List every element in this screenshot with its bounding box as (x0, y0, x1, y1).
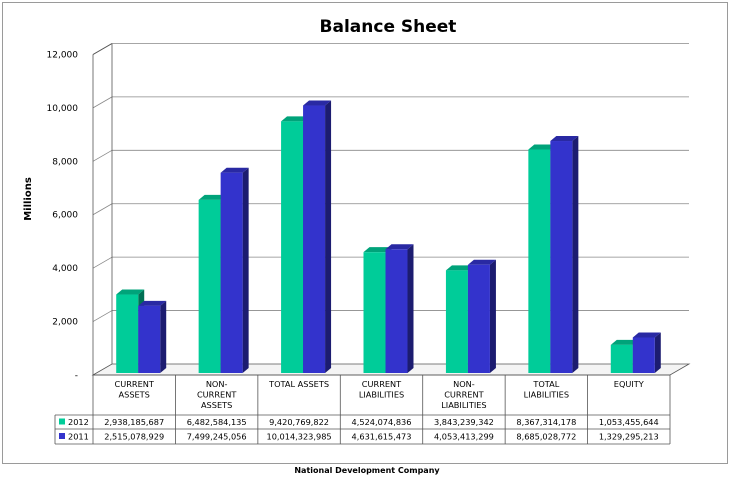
y-tick-label: 12,000 (47, 50, 79, 60)
bar-side-2011 (654, 332, 661, 373)
table-value-2012: 6,482,584,135 (187, 417, 247, 427)
bar-2012 (198, 199, 221, 373)
table-value-2012: 1,053,455,644 (599, 417, 659, 427)
y-tick-label: 6,000 (52, 211, 78, 221)
bar-2011 (220, 172, 243, 373)
legend-label-2012: 2012 (68, 417, 89, 427)
category-label-line: ASSETS (119, 390, 150, 400)
legend-key-2012 (59, 418, 65, 425)
bar-2011 (138, 305, 161, 373)
category-label-line: TOTAL ASSETS (268, 379, 329, 389)
bar-side-2011 (325, 100, 332, 374)
bar-2012 (281, 121, 304, 373)
bar-top-2012 (198, 194, 227, 200)
bar-top-2011 (303, 100, 332, 106)
gridline-side (92, 203, 113, 216)
table-value-2011: 1,329,295,213 (599, 432, 659, 442)
bar-2011 (303, 105, 326, 374)
bar-top-2011 (550, 136, 579, 142)
table-value-2012: 4,524,074,836 (352, 417, 412, 427)
bar-top-2012 (116, 289, 145, 295)
bar-top-2011 (385, 244, 414, 250)
table-value-2011: 8,685,028,772 (516, 432, 576, 442)
category-label: NON-CURRENT LIABILITIES (441, 379, 486, 410)
wall-top-edge (92, 43, 113, 55)
category-label: CURRENT ASSETS (115, 379, 155, 400)
y-axis-title: Millions (23, 177, 34, 221)
bar-side-2011 (572, 136, 579, 373)
category-label: TOTAL ASSETS (268, 379, 329, 389)
bar-top-2012 (363, 247, 392, 253)
bar-top-2012 (445, 265, 474, 271)
category-label-line: NON- (206, 379, 228, 389)
table-value-2011: 4,631,615,473 (352, 432, 412, 442)
legend-label-2011: 2011 (68, 432, 89, 442)
bar-top-2011 (467, 259, 496, 265)
table-value-2012: 8,367,314,178 (516, 417, 576, 427)
y-tick-label: 8,000 (52, 157, 78, 167)
bar-2011 (467, 264, 490, 373)
bar-side-2011 (242, 167, 249, 373)
category-label-line: LIABILITIES (524, 390, 569, 400)
gridline-side (92, 96, 113, 109)
legend-key-2011 (59, 433, 65, 439)
bar-side-2011 (489, 259, 496, 373)
y-tick-label: - (75, 371, 78, 381)
category-label: NON-CURRENT ASSETS (197, 379, 237, 410)
bar-2012 (363, 252, 386, 373)
category-label-line: CURRENT (197, 390, 237, 400)
bar-top-2011 (138, 300, 167, 306)
bar-side-2011 (407, 244, 414, 373)
bar-top-2012 (610, 339, 639, 345)
bar-2012 (528, 149, 551, 373)
category-label-line: LIABILITIES (441, 400, 486, 410)
bar-side-2011 (160, 300, 167, 373)
category-label-line: TOTAL (532, 379, 559, 389)
category-label-line: LIABILITIES (359, 390, 404, 400)
bar-2012 (116, 294, 139, 373)
balance-sheet-chart: Balance Sheet Millions - 2,000 4,000 6,000 8,0… (23, 17, 691, 445)
bar-2011 (385, 249, 408, 373)
chart-title: Balance Sheet (320, 17, 457, 37)
category-label: EQUITY (614, 379, 645, 389)
bar-top-2012 (281, 116, 310, 122)
bar-2011 (632, 337, 655, 373)
category-label-line: CURRENT (444, 390, 484, 400)
y-tick-label: 10,000 (47, 104, 79, 114)
table-value-2012: 9,420,769,822 (269, 417, 329, 427)
category-label-line: ASSETS (201, 400, 232, 410)
y-tick-label: 2,000 (52, 318, 78, 328)
category-label: CURRENT LIABILITIES (359, 379, 404, 400)
gridline-side (92, 256, 113, 269)
y-tick-label: 4,000 (52, 264, 78, 274)
gridline-side (92, 149, 113, 162)
category-label: TOTAL LIABILITIES (524, 379, 569, 400)
bar-top-2012 (528, 144, 557, 150)
company-footer: National Development Company (294, 466, 440, 475)
table-value-2011: 10,014,323,985 (267, 432, 332, 442)
bar-2012 (445, 270, 468, 373)
category-label-line: EQUITY (614, 379, 645, 389)
category-label-line: NON- (453, 379, 475, 389)
category-label-line: CURRENT (115, 379, 155, 389)
table-value-2011: 7,499,245,056 (187, 432, 247, 442)
table-value-2012: 2,938,185,687 (104, 417, 164, 427)
table-value-2012: 3,843,239,342 (434, 417, 494, 427)
table-value-2011: 2,515,078,929 (104, 432, 164, 442)
category-label-line: CURRENT (362, 379, 402, 389)
bar-2011 (550, 141, 573, 373)
bar-top-2011 (632, 332, 661, 338)
bar-top-2011 (220, 167, 249, 173)
bar-2012 (610, 344, 633, 373)
table-value-2011: 4,053,413,299 (434, 432, 494, 442)
gridline-side (92, 310, 113, 322)
